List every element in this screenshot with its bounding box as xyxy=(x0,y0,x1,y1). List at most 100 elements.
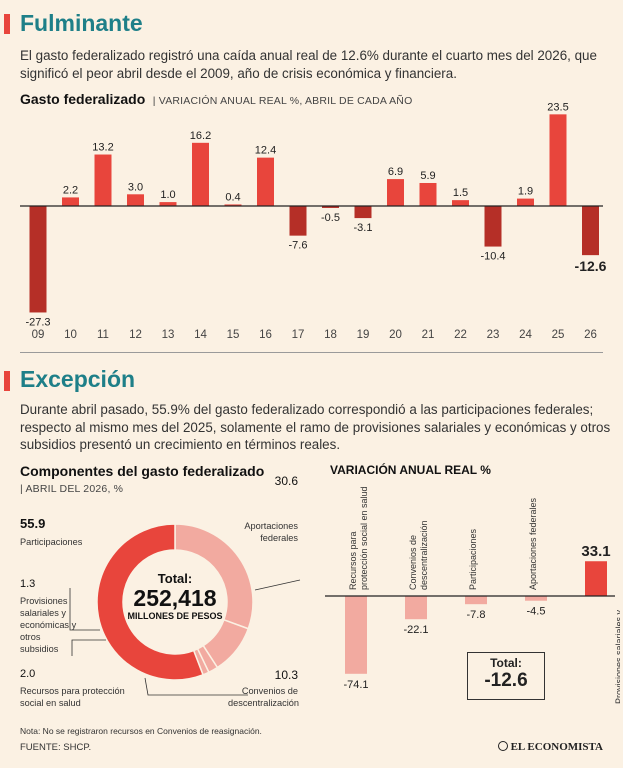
x-tick-label: 12 xyxy=(129,329,142,341)
donut-total-unit: MILLONES DE PESOS xyxy=(127,611,223,621)
slice-value-provisiones: 1.3 xyxy=(20,578,36,590)
annual-variation-bar-chart: -27.309 2.2 10 13.2 11 3.0 12 1.0 13 16.2 14 0.4 15 1… xyxy=(20,101,607,341)
bar-value-label: -27.3 xyxy=(25,316,50,328)
footer-note: Nota: No se registraron recursos en Conv… xyxy=(20,726,262,736)
leader-line xyxy=(254,579,301,591)
component-bar-value-label: -4.5 xyxy=(527,606,546,618)
slice-name-convenios: Convenios de descentralización xyxy=(228,686,299,708)
bar-17 xyxy=(289,206,307,236)
component-category-label: Recursos paraprotección social en salud xyxy=(348,486,369,590)
slice-name-aportaciones: Aportaciones federales xyxy=(244,521,298,543)
bar-value-label: 1.5 xyxy=(453,187,468,199)
bar-value-label: 3.0 xyxy=(128,181,143,193)
bar-20 xyxy=(387,179,404,206)
bar-10 xyxy=(62,197,79,206)
bar-22 xyxy=(452,200,469,206)
donut-title: Componentes del gasto federalizado xyxy=(20,463,265,479)
x-tick-label: 19 xyxy=(357,329,370,341)
bar-16 xyxy=(257,157,274,206)
divider xyxy=(20,352,603,353)
donut-total-value: 252,418 xyxy=(133,585,217,611)
x-tick-label: 25 xyxy=(552,329,565,341)
donut-slice xyxy=(96,523,204,681)
bar-value-label: 6.9 xyxy=(388,166,403,178)
bar-value-label: 0.4 xyxy=(225,191,240,203)
section-marker xyxy=(4,14,10,34)
x-tick-label: 13 xyxy=(162,329,175,341)
x-tick-label: 26 xyxy=(584,329,597,341)
bar-26 xyxy=(582,206,599,256)
slice-name-recursos: Recursos para protección social en salud xyxy=(20,686,125,708)
bars-total-value: -12.6 xyxy=(484,670,528,691)
x-tick-label: 09 xyxy=(32,329,45,341)
component-bar xyxy=(465,596,487,605)
bar-value-label: 1.0 xyxy=(160,189,175,201)
x-tick-label: 10 xyxy=(64,329,77,341)
footer-source: FUENTE: SHCP. xyxy=(20,742,92,753)
section-marker xyxy=(4,371,10,391)
bar-value-label: 16.2 xyxy=(190,130,211,142)
brand-name: EL ECONOMISTA xyxy=(510,741,603,753)
slice-value-convenios: 10.3 xyxy=(274,668,298,682)
bar-value-label: 1.9 xyxy=(518,186,533,198)
component-category-label: Convenios dedescentralización xyxy=(408,520,429,590)
slice-value-recursos: 2.0 xyxy=(20,668,36,680)
slice-value-aportaciones: 30.6 xyxy=(274,474,298,488)
bar-value-label: -3.1 xyxy=(354,222,373,234)
components-donut-chart xyxy=(69,523,301,696)
chart-title: Gasto federalizado xyxy=(20,91,146,107)
bar-13 xyxy=(159,202,177,206)
bars-total-label: Total: xyxy=(490,656,522,670)
donut-total-label: Total: xyxy=(157,571,193,586)
section-paragraph: Durante abril pasado, 55.9% del gasto fe… xyxy=(20,402,611,452)
section-paragraph: El gasto federalizado registró una caída… xyxy=(20,48,597,81)
bar-12 xyxy=(127,194,144,206)
components-variation-bar-chart: -74.1 Recursos paraprotección social en s… xyxy=(325,486,620,704)
slice-name-provisiones: Provisiones salariales y económicas y ot… xyxy=(20,596,77,654)
bar-value-label: 5.9 xyxy=(420,170,435,182)
donut-center-label: Total: 252,418 MILLONES DE PESOS xyxy=(120,571,230,621)
component-bar xyxy=(585,561,607,596)
chart-heading: Gasto federalizado | VARIACIÓN ANUAL REA… xyxy=(20,91,412,109)
bar-24 xyxy=(517,198,534,206)
leader-line xyxy=(69,588,100,631)
slice-value-participaciones: 55.9 xyxy=(20,516,46,531)
component-bar-value-label: -22.1 xyxy=(403,624,428,636)
bar-19 xyxy=(354,206,372,219)
bar-value-label: 23.5 xyxy=(547,101,568,113)
chart-subtitle: | VARIACIÓN ANUAL REAL %, ABRIL DE CADA … xyxy=(152,95,413,107)
section-title-fulminante: Fulminante xyxy=(20,10,143,36)
bar-15 xyxy=(224,204,242,206)
x-tick-label: 23 xyxy=(487,329,500,341)
bar-23 xyxy=(484,206,502,247)
slice-name-participaciones: Participaciones xyxy=(20,537,83,547)
bar-18 xyxy=(322,206,339,208)
brand-logo-icon xyxy=(497,741,508,751)
bar-value-label: 2.2 xyxy=(63,184,78,196)
section-title-excepcion: Excepción xyxy=(20,366,136,392)
bars-title: VARIACIÓN ANUAL REAL % xyxy=(330,463,491,477)
bars-total-box: Total: -12.6 xyxy=(467,652,545,700)
bar-09 xyxy=(29,206,47,313)
component-bar xyxy=(345,596,367,674)
x-tick-label: 24 xyxy=(519,329,532,341)
bar-value-label: 13.2 xyxy=(92,142,113,154)
bar-value-label: -10.4 xyxy=(480,251,505,263)
bar-11 xyxy=(94,154,112,206)
bar-value-label: -12.6 xyxy=(575,258,607,274)
x-tick-label: 20 xyxy=(389,329,402,341)
bar-21 xyxy=(419,182,437,206)
x-tick-label: 16 xyxy=(259,329,272,341)
x-tick-label: 17 xyxy=(292,329,305,341)
x-tick-label: 18 xyxy=(324,329,337,341)
donut-subtitle: | ABRIL DEL 2026, % xyxy=(20,483,124,495)
x-tick-label: 22 xyxy=(454,329,467,341)
bar-value-label: -7.6 xyxy=(289,240,308,252)
x-tick-label: 21 xyxy=(422,329,435,341)
leader-line xyxy=(71,639,106,656)
component-bar-value-label: 33.1 xyxy=(581,543,610,560)
component-bar xyxy=(405,596,427,620)
bar-value-label: -0.5 xyxy=(321,212,340,224)
leader-line xyxy=(144,677,248,696)
